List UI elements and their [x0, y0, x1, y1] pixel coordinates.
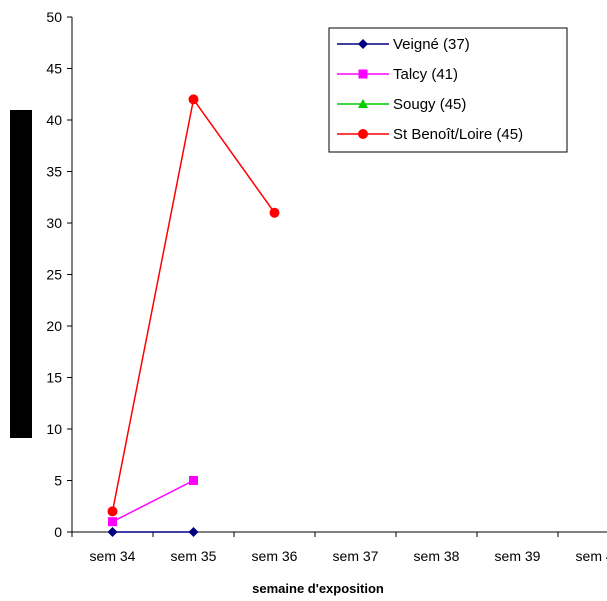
series-layer — [107, 94, 280, 537]
y-axis: 0 5 10 15 20 25 30 35 40 45 50 — [46, 9, 73, 540]
legend-label: Talcy (41) — [393, 66, 458, 83]
ylabel-redaction-bar — [10, 110, 32, 438]
legend-marker — [358, 129, 368, 139]
series-line-segment — [112, 479, 194, 523]
legend-label: Sougy (45) — [393, 96, 466, 113]
y-tick-label: 30 — [46, 215, 62, 231]
y-tick-label: 5 — [54, 473, 62, 489]
data-point — [269, 207, 280, 218]
legend-marker — [358, 39, 368, 49]
legend-box — [328, 27, 568, 153]
x-axis-title: semaine d'exposition — [252, 581, 384, 596]
legend-label: Veigné (37) — [393, 36, 470, 53]
y-tick-label: 35 — [46, 164, 62, 180]
y-tick-label: 20 — [46, 318, 62, 334]
data-point — [108, 517, 117, 527]
x-tick-label: sem 37 — [333, 548, 379, 564]
x-tick-label: sem 39 — [495, 548, 541, 564]
data-point — [107, 527, 118, 537]
legend: Veigné (37) Talcy (41) Sougy (45) St Benoît… — [328, 27, 568, 153]
legend-label: St Benoît/Loire (45) — [393, 126, 523, 143]
series-3 — [107, 94, 280, 517]
y-tick-label: 0 — [54, 524, 62, 540]
data-point — [189, 476, 198, 485]
series-1 — [108, 476, 198, 527]
x-tick-label: sem 35 — [171, 548, 217, 564]
y-tick-label: 45 — [46, 61, 62, 77]
data-point — [188, 94, 199, 105]
y-tick-label: 25 — [46, 267, 62, 283]
data-point — [188, 527, 199, 537]
series-line-segment — [192, 98, 276, 214]
x-tick-label: sem 36 — [252, 548, 298, 564]
x-tick-label: sem 38 — [414, 548, 460, 564]
series-line-segment — [111, 99, 195, 512]
series-0 — [107, 527, 199, 537]
y-tick-label: 50 — [46, 9, 62, 25]
x-axis: sem 34 sem 35 sem 36 sem 37 sem 38 sem 39 sem … — [71, 531, 607, 564]
legend-marker — [358, 69, 368, 79]
data-point — [107, 506, 118, 517]
y-tick-label: 15 — [46, 370, 62, 386]
legend-marker — [358, 99, 368, 108]
x-tick-label: sem 34 — [90, 548, 136, 564]
x-tick-label: sem 40 — [576, 548, 607, 564]
y-tick-label: 10 — [46, 421, 62, 437]
y-tick-label: 40 — [46, 112, 62, 128]
